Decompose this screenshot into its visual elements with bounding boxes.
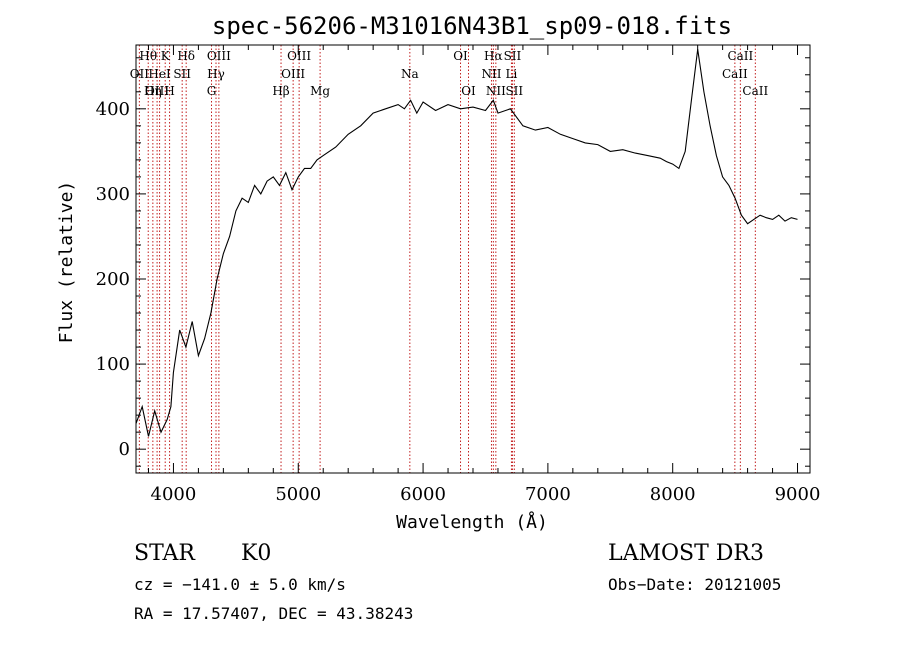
spectral-line-label: SII bbox=[173, 67, 191, 81]
spectral-line-label: Hβ bbox=[272, 84, 289, 98]
spectral-line-label: Mg bbox=[310, 84, 330, 98]
x-tick-label: 8000 bbox=[650, 484, 696, 505]
spectral-line-label: K bbox=[161, 49, 171, 63]
spectral-line-label: Li bbox=[506, 67, 518, 81]
spectral-line-label: Hδ bbox=[177, 49, 195, 63]
object-subclass: K0 bbox=[241, 541, 271, 566]
spectral-line-label: OI bbox=[461, 84, 476, 98]
spectral-line-label: OIII bbox=[145, 84, 169, 98]
spectral-line-label: G bbox=[207, 84, 217, 98]
spectral-line-label: NII bbox=[486, 84, 506, 98]
spectral-line-label: HeI bbox=[148, 67, 171, 81]
spectral-line-label: OII bbox=[130, 67, 150, 81]
observation-date: Obs−Date: 20121005 bbox=[608, 575, 781, 594]
spectral-line-label: Hα bbox=[484, 49, 503, 63]
y-tick-label: 100 bbox=[96, 354, 130, 375]
redshift-velocity: cz = −141.0 ± 5.0 km/s bbox=[134, 575, 346, 594]
x-tick-label: 5000 bbox=[275, 484, 321, 505]
survey-name: LAMOST DR3 bbox=[608, 541, 764, 566]
y-tick-label: 300 bbox=[96, 184, 130, 205]
x-axis-label: Wavelength (Å) bbox=[396, 511, 548, 533]
spectral-line-label: Hη bbox=[144, 84, 162, 98]
y-axis-label: Flux (relative) bbox=[56, 181, 77, 344]
x-tick-label: 9000 bbox=[775, 484, 821, 505]
spectral-line-labels: Hθ OII OIII K HeI Hη H SII Hδ OIII Hγ G Hβ OIII OIII Mg… bbox=[130, 49, 769, 98]
spectral-line-label: CaII bbox=[722, 67, 748, 81]
spectral-line-label: CaII bbox=[742, 84, 768, 98]
spectral-line-label: SII bbox=[505, 84, 523, 98]
spectral-line-label: H bbox=[164, 84, 174, 98]
y-tick-label: 400 bbox=[96, 99, 130, 120]
x-tick-label: 7000 bbox=[525, 484, 571, 505]
spectral-line-label: OIII bbox=[281, 67, 305, 81]
plot-frame bbox=[135, 44, 811, 474]
coordinates: RA = 17.57407, DEC = 43.38243 bbox=[134, 604, 413, 623]
axis-ticks: 4000 5000 6000 7000 8000 9000 0 100 200 300 400 bbox=[96, 45, 821, 505]
spectral-line-markers bbox=[138, 45, 756, 473]
spectral-line-label: Hθ bbox=[139, 49, 157, 63]
y-tick-label: 200 bbox=[96, 269, 130, 290]
spectral-line-label: CaII bbox=[727, 49, 753, 63]
spectral-line-label: Hγ bbox=[207, 67, 225, 81]
x-tick-label: 4000 bbox=[151, 484, 197, 505]
x-tick-label: 6000 bbox=[400, 484, 446, 505]
spectral-line-label: OIII bbox=[207, 49, 231, 63]
spectral-line-label: Na bbox=[401, 67, 419, 81]
spectral-line-label: NII bbox=[481, 67, 501, 81]
y-tick-label: 0 bbox=[119, 439, 130, 460]
spectral-line-label: OIII bbox=[287, 49, 311, 63]
spectrum-series-line bbox=[135, 49, 798, 437]
object-class: STAR bbox=[134, 541, 196, 566]
spectral-line-label: SII bbox=[504, 49, 522, 63]
chart-title: spec-56206-M31016N43B1_sp09-018.fits bbox=[212, 12, 732, 40]
spectral-line-label: OI bbox=[453, 49, 468, 63]
